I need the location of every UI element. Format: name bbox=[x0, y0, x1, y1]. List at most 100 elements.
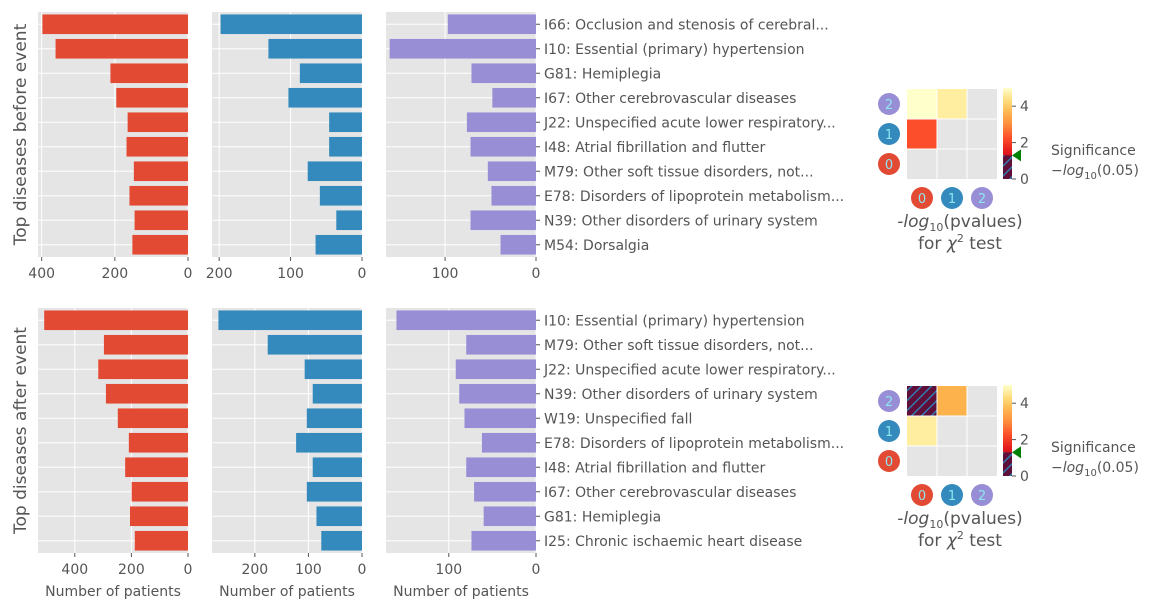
bar bbox=[464, 408, 536, 429]
xlabel-symbol: χ bbox=[946, 234, 958, 254]
bar bbox=[455, 359, 536, 380]
heatmap-xlabel-line2: for χ2 test bbox=[918, 232, 1002, 254]
row-marker-label: 1 bbox=[885, 425, 893, 440]
significance-marker bbox=[1012, 149, 1021, 162]
bar bbox=[492, 87, 536, 108]
bar bbox=[389, 38, 536, 59]
col-marker-label: 1 bbox=[948, 192, 956, 207]
bar bbox=[321, 530, 362, 551]
bar bbox=[129, 185, 188, 206]
bar bbox=[329, 112, 362, 133]
col-marker bbox=[941, 484, 963, 506]
bar bbox=[127, 112, 188, 133]
bar bbox=[129, 506, 188, 527]
bar bbox=[105, 383, 188, 404]
bar bbox=[316, 506, 362, 527]
xlabel-part: for bbox=[918, 234, 947, 254]
bar bbox=[299, 63, 362, 84]
x-axis-label: Number of patients bbox=[45, 584, 181, 600]
colorbar-tick-label: 0 bbox=[1020, 172, 1029, 188]
x-tick-label: 400 bbox=[61, 562, 88, 578]
x-tick-label: 0 bbox=[184, 266, 193, 282]
category-label: J22: Unspecified acute lower respiratory… bbox=[543, 115, 836, 131]
bar bbox=[126, 136, 188, 157]
colorbar-tick-label: 2 bbox=[1020, 136, 1029, 152]
colorbar-hatch bbox=[1003, 155, 1012, 179]
significance-marker bbox=[1012, 446, 1021, 459]
bar bbox=[471, 530, 536, 551]
x-tick-label: 100 bbox=[295, 562, 322, 578]
colorbar-label-part: −log bbox=[1051, 460, 1084, 476]
bar bbox=[267, 334, 362, 355]
xlabel-part: test bbox=[964, 234, 1002, 254]
bar bbox=[133, 161, 188, 182]
bar bbox=[329, 136, 362, 157]
bar bbox=[312, 457, 362, 478]
bar bbox=[500, 234, 536, 255]
bar bbox=[306, 408, 362, 429]
heatmap-xlabel: -log10(pvalues) bbox=[897, 509, 1022, 531]
col-marker bbox=[941, 187, 963, 209]
xlabel-part: (pvalues) bbox=[943, 212, 1022, 232]
category-label: I67: Other cerebrovascular diseases bbox=[544, 485, 796, 501]
bar bbox=[481, 432, 536, 453]
x-tick-label: 200 bbox=[101, 266, 128, 282]
colorbar-tick-label: 4 bbox=[1020, 396, 1029, 412]
bar bbox=[304, 359, 362, 380]
category-label: I10: Essential (primary) hypertension bbox=[544, 42, 805, 58]
xlabel-sup: 2 bbox=[957, 529, 964, 542]
x-tick-label: 0 bbox=[358, 266, 367, 282]
bar bbox=[131, 481, 188, 502]
heatmap-cell bbox=[907, 119, 937, 149]
col-marker bbox=[911, 187, 933, 209]
row-marker-label: 0 bbox=[885, 158, 893, 173]
bar bbox=[483, 506, 536, 527]
row-marker-label: 1 bbox=[885, 128, 893, 143]
xlabel-part: -log bbox=[897, 212, 929, 232]
bar bbox=[42, 14, 188, 35]
x-tick-label: 0 bbox=[184, 562, 193, 578]
bar bbox=[491, 185, 536, 206]
category-label: I67: Other cerebrovascular diseases bbox=[544, 91, 796, 107]
col-marker-label: 2 bbox=[978, 192, 986, 207]
x-tick-label: 100 bbox=[432, 266, 459, 282]
bar bbox=[125, 457, 188, 478]
category-label: M54: Dorsalgia bbox=[544, 238, 649, 254]
bar bbox=[268, 38, 362, 59]
x-tick-label: 0 bbox=[532, 562, 541, 578]
category-label: J22: Unspecified acute lower respiratory… bbox=[543, 362, 836, 378]
bar bbox=[336, 210, 362, 231]
col-marker-label: 0 bbox=[918, 489, 926, 504]
category-label: G81: Hemiplegia bbox=[544, 509, 661, 525]
colorbar-label-line2: −log10(0.05) bbox=[1051, 460, 1139, 479]
bar bbox=[103, 334, 188, 355]
colorbar-label-part: (0.05) bbox=[1097, 163, 1139, 179]
bar bbox=[55, 38, 188, 59]
col-marker-label: 2 bbox=[978, 489, 986, 504]
bar bbox=[307, 161, 362, 182]
category-label: E78: Disorders of lipoprotein metabolism… bbox=[544, 436, 844, 452]
y-axis-label: Top diseases before event bbox=[11, 23, 31, 246]
bar bbox=[296, 432, 362, 453]
category-label: M79: Other soft tissue disorders, not... bbox=[544, 164, 814, 180]
colorbar-tick-label: 2 bbox=[1020, 433, 1029, 449]
heatmap-xlabel-line2: for χ2 test bbox=[918, 529, 1002, 551]
x-tick-label: 200 bbox=[206, 266, 233, 282]
heatmap-cell bbox=[937, 89, 967, 119]
bar bbox=[396, 310, 536, 331]
bar bbox=[466, 334, 536, 355]
colorbar-label: Significance bbox=[1051, 143, 1136, 159]
bar bbox=[116, 87, 188, 108]
row-marker bbox=[878, 93, 900, 115]
colorbar bbox=[1003, 88, 1012, 179]
category-label: I48: Atrial fibrillation and flutter bbox=[544, 460, 766, 476]
x-tick-label: 0 bbox=[532, 266, 541, 282]
xlabel-symbol: χ bbox=[946, 531, 958, 551]
bar bbox=[128, 432, 188, 453]
colorbar-label-part: −log bbox=[1051, 163, 1084, 179]
bar bbox=[447, 14, 536, 35]
bar bbox=[218, 310, 362, 331]
row-marker bbox=[878, 153, 900, 175]
category-label: I25: Chronic ischaemic heart disease bbox=[544, 534, 802, 550]
bar bbox=[315, 234, 362, 255]
